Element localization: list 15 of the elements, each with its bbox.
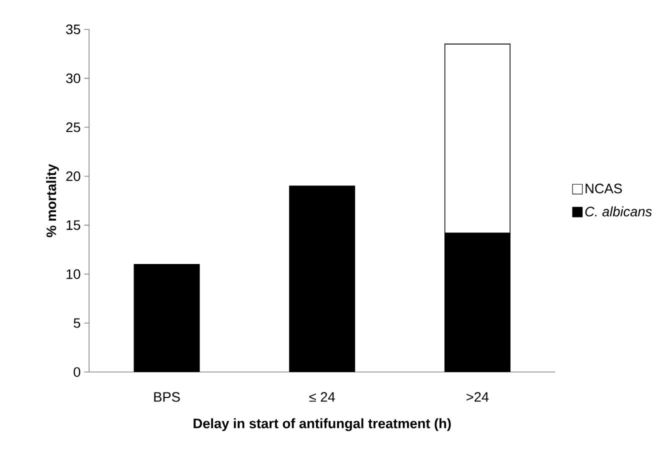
legend-label: C. albicans bbox=[585, 206, 652, 216]
legend-label: NCAS bbox=[586, 184, 622, 194]
y-tick-label: 5 bbox=[74, 318, 80, 328]
y-tick-label: 35 bbox=[66, 24, 80, 34]
y-tick-label: 10 bbox=[66, 269, 80, 279]
y-tick-label: 15 bbox=[66, 220, 80, 230]
x-tick-label: ≤ 24 bbox=[309, 392, 335, 402]
x-tick-label: BPS bbox=[154, 392, 180, 402]
y-axis-title: % mortality bbox=[46, 164, 59, 238]
x-tick-label: >24 bbox=[466, 392, 489, 402]
y-tick-label: 30 bbox=[66, 73, 80, 84]
y-tick-label: 25 bbox=[66, 122, 80, 132]
y-tick-label: 20 bbox=[66, 171, 80, 182]
y-tick-label: 0 bbox=[74, 367, 80, 377]
x-axis-title: Delay in start of antifungal treatment (h) bbox=[194, 418, 451, 432]
